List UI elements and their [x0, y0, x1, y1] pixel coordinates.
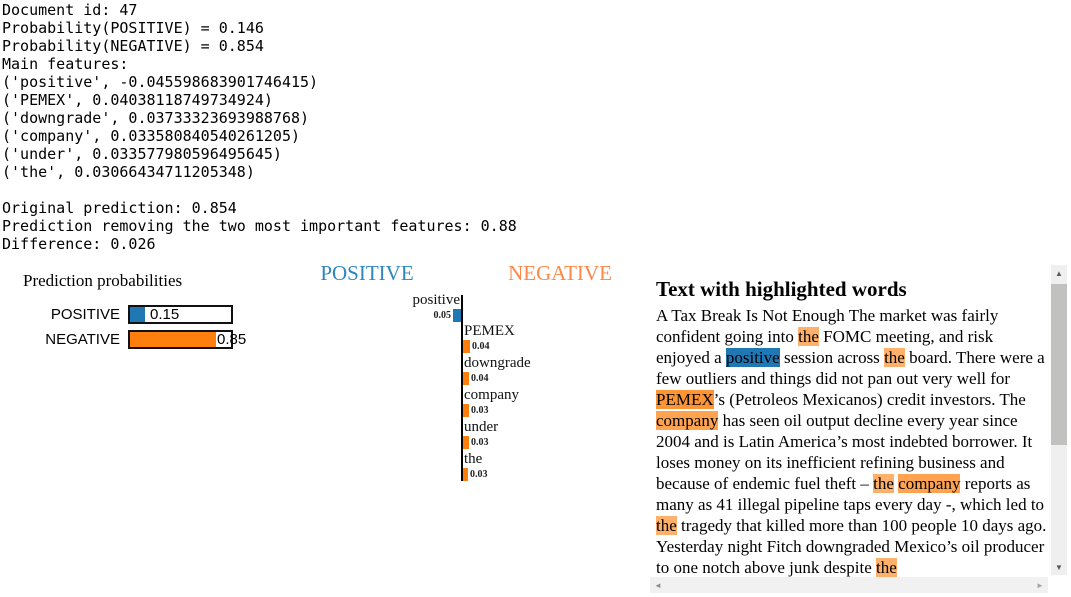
feature-value: 0.03 [470, 469, 488, 480]
feature-bar [463, 404, 469, 417]
probability-rows: POSITIVE 0.15 NEGATIVE 0.85 [23, 305, 293, 349]
feature-bar [463, 468, 468, 481]
feature-value: 0.04 [472, 341, 490, 352]
feature-bar-line: 0.04 [463, 372, 532, 385]
highlighted-word: the [798, 327, 819, 346]
text-segment: ’s (Petroleos Mexicanos) credit investor… [713, 390, 1026, 409]
highlighted-word: company [898, 474, 961, 493]
text-segment: reports as many as 41 illegal pipeline t… [656, 474, 1045, 514]
feature-bar [463, 436, 469, 449]
feature-bar-line: 0.03 [463, 404, 520, 417]
scroll-up-icon[interactable]: ▲ [1051, 265, 1067, 281]
highlighted-word: the [656, 516, 677, 535]
console-output: Document id: 47 Probability(POSITIVE) = … [2, 1, 517, 253]
horizontal-scrollbar[interactable]: ◄ ► [650, 577, 1048, 593]
probability-bar: 0.15 [128, 305, 233, 324]
vertical-scrollbar[interactable]: ▲ ▼ [1051, 265, 1067, 575]
negative-class-header: NEGATIVE [508, 261, 612, 285]
scroll-right-icon[interactable]: ► [1032, 577, 1048, 593]
probability-label: POSITIVE [50, 306, 120, 323]
feature-bar [463, 372, 469, 385]
text-segment: session across [779, 348, 885, 367]
highlighted-word: PEMEX [656, 390, 714, 409]
vertical-scrollbar-thumb[interactable] [1051, 284, 1067, 445]
probability-label: NEGATIVE [45, 331, 120, 348]
feature-bar-line: 0.04 [463, 340, 516, 353]
text-panel-title: Text with highlighted words [656, 277, 907, 301]
probability-bar: 0.85 [128, 330, 246, 349]
probability-value: 0.15 [150, 306, 180, 323]
highlighted-text-panel[interactable]: Text with highlighted words A Tax Break … [650, 263, 1070, 595]
feature-bar-line: 0.03 [463, 436, 499, 449]
scroll-down-icon[interactable]: ▼ [1051, 559, 1067, 575]
feature-bar-line: 0.05 [412, 309, 461, 322]
feature-row: PEMEX 0.04 [463, 323, 516, 353]
feature-bar [453, 309, 461, 322]
text-segment: FOMC meeting, and risk enjoyed a [656, 327, 994, 367]
highlighted-word: the [884, 348, 905, 367]
feature-value: 0.03 [471, 405, 489, 416]
feature-bar-line: 0.03 [463, 468, 490, 481]
chart-center-axis [461, 295, 463, 481]
feature-row: company 0.03 [463, 387, 520, 417]
feature-row: the 0.03 [463, 451, 490, 481]
feature-label: company [464, 387, 519, 403]
feature-label: under [464, 419, 499, 435]
feature-label: the [464, 451, 483, 467]
feature-row: positive 0.05 [412, 292, 461, 322]
highlighted-word: positive [725, 348, 780, 367]
text-segment: has seen oil output decline every year s… [656, 411, 1033, 493]
feature-label: PEMEX [464, 323, 515, 339]
feature-row: downgrade 0.04 [463, 355, 532, 385]
positive-class-header: POSITIVE [320, 261, 414, 285]
feature-bar [463, 340, 470, 353]
feature-row: under 0.03 [463, 419, 499, 449]
scroll-left-icon[interactable]: ◄ [650, 577, 666, 593]
feature-weight-chart: POSITIVE NEGATIVE positive 0.05 PEMEX 0.04 d… [280, 258, 660, 490]
highlighted-text: A Tax Break Is Not Enough The market was… [656, 305, 1050, 579]
feature-value: 0.04 [471, 373, 489, 384]
text-segment: board. There were a few outliers and thi… [656, 348, 1045, 388]
prediction-probabilities-section: Prediction probabilities POSITIVE 0.15 NEG… [23, 265, 293, 355]
feature-label: downgrade [464, 355, 531, 371]
probability-value: 0.85 [217, 331, 247, 348]
probability-bar-fill [130, 332, 216, 347]
highlighted-word: the [873, 474, 894, 493]
feature-value: 0.03 [471, 437, 489, 448]
feature-value: 0.05 [433, 310, 452, 321]
feature-label: positive [412, 292, 461, 308]
highlighted-word: company [656, 411, 719, 430]
text-segment: tragedy that killed more than 100 people… [656, 516, 1047, 577]
probability-row: NEGATIVE 0.85 [23, 330, 293, 349]
prediction-probabilities-title: Prediction probabilities [23, 271, 183, 290]
text-segment: A Tax Break Is Not Enough The market was… [656, 306, 999, 346]
probability-bar-fill [130, 307, 145, 322]
probability-row: POSITIVE 0.15 [23, 305, 293, 324]
highlighted-word: the [876, 558, 897, 577]
